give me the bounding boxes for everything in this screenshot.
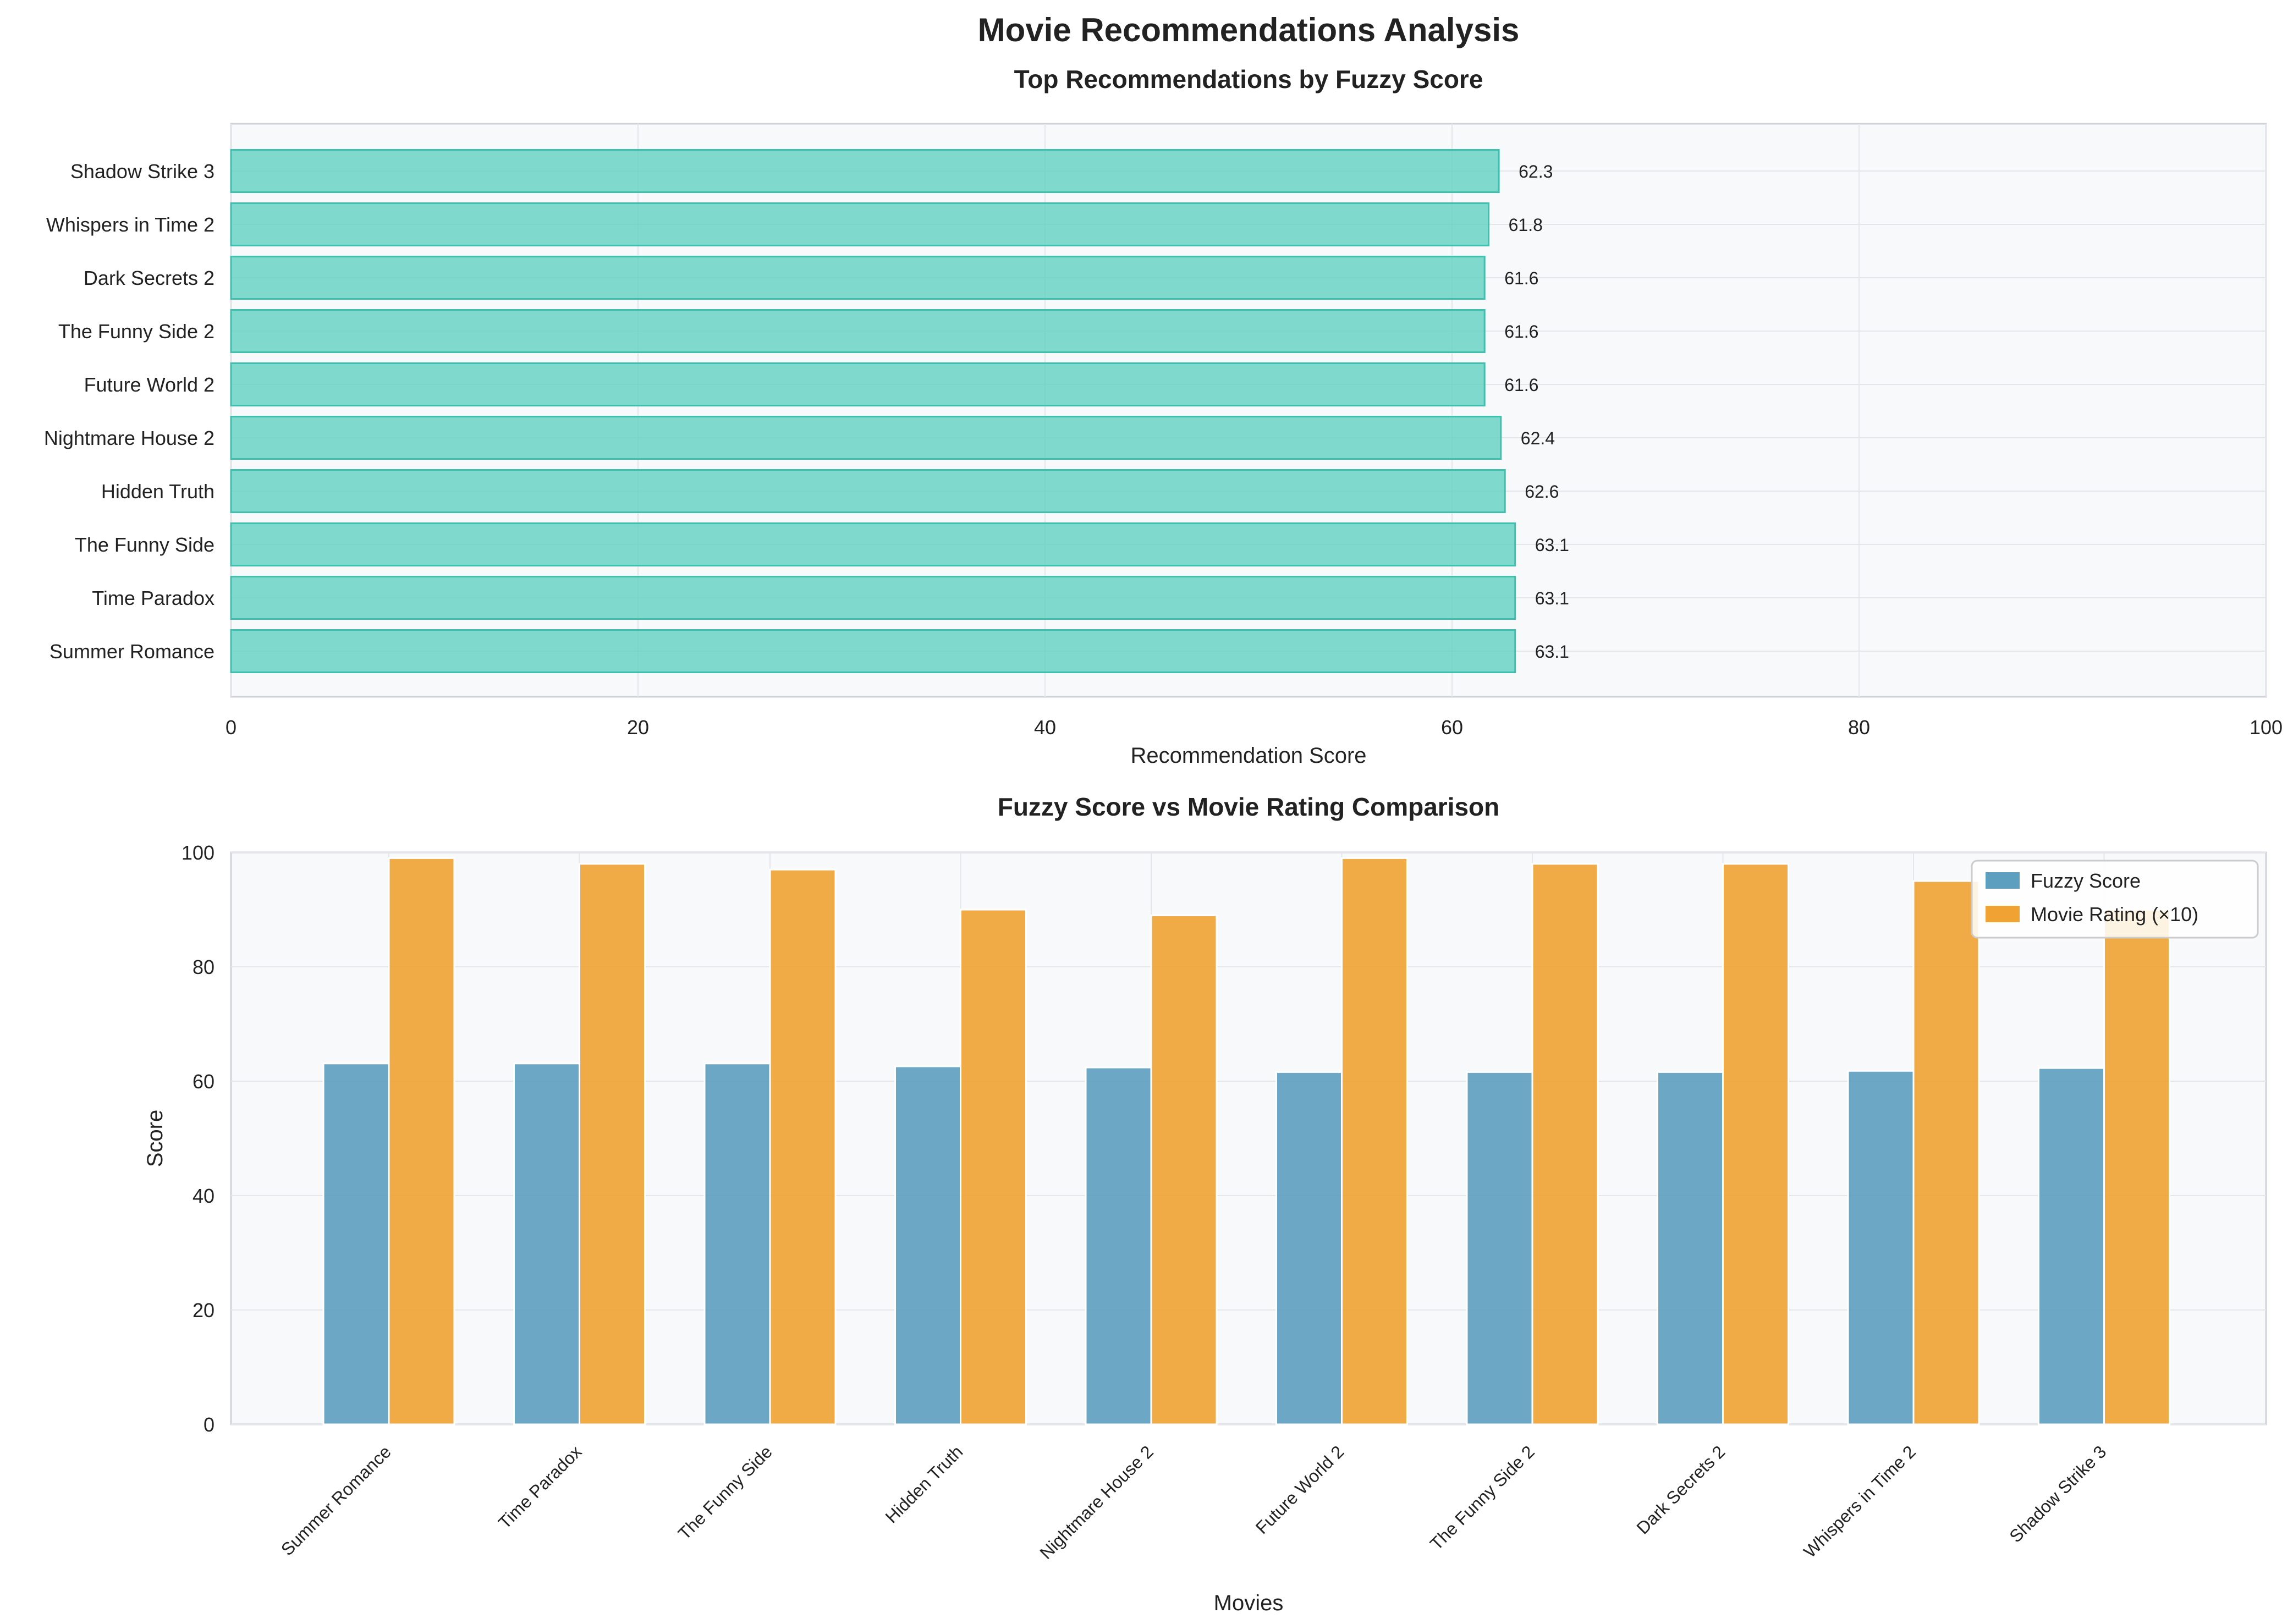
bar-summer-romance (230, 629, 1516, 673)
bar-fuzzy-score-shadow-strike-3 (2038, 1067, 2105, 1425)
x-tick-label-80: 80 (1848, 716, 1870, 739)
y-tick-label-hidden-truth: Hidden Truth (101, 480, 215, 503)
bar-the-funny-side (230, 522, 1516, 566)
bar-shadow-strike-3 (230, 149, 1500, 193)
value-label-future-world-2: 61.6 (1504, 375, 1538, 395)
bar-fuzzy-score-hidden-truth (894, 1065, 961, 1425)
legend-swatch-fuzzy-score (1986, 872, 2020, 889)
score-vs-rating-chart: Fuzzy Score vs Movie Rating Comparison 0… (143, 792, 2267, 1615)
chart2-title: Fuzzy Score vs Movie Rating Comparison (998, 792, 1500, 821)
x-tick-label-hidden-truth: Hidden Truth (881, 1441, 966, 1527)
y-tick-label-the-funny-side-2: The Funny Side 2 (58, 320, 215, 343)
chart2-y-axis-label: Score (143, 1110, 167, 1168)
x-tick-label-40: 40 (1034, 716, 1056, 739)
bar-fuzzy-score-the-funny-side (703, 1063, 771, 1425)
x-tick-label-summer-romance: Summer Romance (277, 1441, 395, 1559)
bar-movie-rating-10-the-funny-side-2 (1531, 863, 1599, 1425)
chart1-bars (230, 149, 1516, 673)
bar-the-funny-side-2 (230, 309, 1486, 353)
y-tick-label-nightmare-house-2: Nightmare House 2 (44, 427, 215, 449)
bar-time-paradox (230, 576, 1516, 620)
y-tick-label-future-world-2: Future World 2 (84, 373, 215, 396)
bar-movie-rating-10-shadow-strike-3 (2103, 909, 2170, 1425)
x-tick-label-nightmare-house-2: Nightmare House 2 (1036, 1441, 1157, 1562)
legend-label-movie-rating: Movie Rating (×10) (2031, 903, 2198, 926)
chart1-y-tick-labels: Shadow Strike 3 Whispers in Time 2 Dark Se… (44, 160, 215, 663)
y-tick-label-dark-secrets-2: Dark Secrets 2 (84, 267, 215, 289)
bar-movie-rating-10-nightmare-house-2 (1150, 914, 1218, 1425)
x-tick-label-60: 60 (1441, 716, 1463, 739)
value-label-whispers-in-time-2: 61.8 (1509, 215, 1543, 235)
bar-movie-rating-10-the-funny-side (769, 868, 837, 1425)
legend-swatch-movie-rating (1986, 906, 2020, 922)
bar-hidden-truth (230, 469, 1506, 513)
bar-fuzzy-score-future-world-2 (1275, 1071, 1343, 1425)
bar-fuzzy-score-nightmare-house-2 (1085, 1066, 1152, 1425)
bar-movie-rating-10-hidden-truth (960, 909, 1027, 1425)
bar-fuzzy-score-summer-romance (322, 1063, 390, 1425)
bar-future-world-2 (230, 362, 1486, 406)
bar-fuzzy-score-dark-secrets-2 (1657, 1071, 1724, 1425)
bar-movie-rating-10-summer-romance (388, 857, 455, 1425)
y-tick-label-whispers-in-time-2: Whispers in Time 2 (46, 213, 215, 236)
x-tick-label-the-funny-side: The Funny Side (674, 1441, 776, 1543)
x-tick-label-time-paradox: Time Paradox (494, 1441, 585, 1532)
chart1-x-axis-label: Recommendation Score (1130, 744, 1366, 768)
value-label-the-funny-side-2: 61.6 (1504, 322, 1538, 342)
y-tick-label-time-paradox: Time Paradox (92, 587, 215, 609)
chart2-x-axis-label: Movies (1214, 1591, 1284, 1615)
bar-dark-secrets-2 (230, 256, 1486, 300)
bar-movie-rating-10-whispers-in-time-2 (1912, 880, 1980, 1425)
bar-fuzzy-score-time-paradox (513, 1063, 580, 1425)
value-label-hidden-truth: 62.6 (1525, 482, 1559, 502)
chart1-title: Top Recommendations by Fuzzy Score (1014, 65, 1483, 93)
y-tick-label-0: 0 (204, 1413, 215, 1436)
bar-fuzzy-score-whispers-in-time-2 (1847, 1070, 1915, 1425)
x-tick-label-whispers-in-time-2: Whispers in Time 2 (1800, 1441, 1920, 1561)
bar-movie-rating-10-future-world-2 (1341, 857, 1408, 1425)
figure-title: Movie Recommendations Analysis (978, 12, 1520, 48)
value-label-time-paradox: 63.1 (1535, 588, 1569, 608)
bar-movie-rating-10-dark-secrets-2 (1722, 863, 1789, 1425)
x-tick-label-future-world-2: Future World 2 (1252, 1441, 1348, 1538)
legend-frame (1971, 860, 2259, 939)
value-label-nightmare-house-2: 62.4 (1521, 428, 1555, 448)
x-tick-label-20: 20 (627, 716, 649, 739)
value-label-dark-secrets-2: 61.6 (1504, 268, 1538, 288)
y-tick-label-40: 40 (193, 1185, 215, 1207)
y-tick-label-20: 20 (193, 1299, 215, 1322)
x-tick-label-0: 0 (226, 716, 237, 739)
bar-whispers-in-time-2 (230, 202, 1490, 246)
x-tick-label-shadow-strike-3: Shadow Strike 3 (2005, 1441, 2110, 1546)
chart2-bars (322, 857, 2170, 1425)
chart1-value-labels: 62.3 61.8 61.6 61.6 61.6 62.4 62.6 63.1 63.1 63.1 (1504, 162, 1569, 662)
bar-movie-rating-10-time-paradox (579, 863, 646, 1425)
top-recommendations-chart: Top Recommendations by Fuzzy Score Shado… (44, 65, 2283, 768)
x-tick-label-the-funny-side-2: The Funny Side 2 (1426, 1441, 1538, 1554)
bar-nightmare-house-2 (230, 416, 1502, 460)
legend-label-fuzzy-score: Fuzzy Score (2031, 869, 2141, 892)
x-tick-label-dark-secrets-2: Dark Secrets 2 (1632, 1441, 1729, 1538)
value-label-summer-romance: 63.1 (1535, 642, 1569, 662)
chart2-x-tick-labels: Summer Romance Time Paradox The Funny Side… (277, 1441, 2110, 1562)
y-tick-label-60: 60 (193, 1070, 215, 1093)
y-tick-label-the-funny-side: The Funny Side (75, 533, 215, 556)
y-tick-label-summer-romance: Summer Romance (50, 640, 215, 663)
value-label-the-funny-side: 63.1 (1535, 535, 1569, 555)
y-tick-label-shadow-strike-3: Shadow Strike 3 (70, 160, 215, 183)
chart2-legend: Fuzzy Score Movie Rating (×10) (1971, 860, 2259, 939)
chart1-x-tick-labels: 0 20 40 60 80 100 (226, 716, 2283, 739)
y-tick-label-80: 80 (193, 956, 215, 978)
value-label-shadow-strike-3: 62.3 (1519, 162, 1553, 181)
chart2-y-tick-labels: 0 20 40 60 80 100 (182, 841, 215, 1436)
y-tick-label-100: 100 (182, 841, 215, 864)
x-tick-label-100: 100 (2250, 716, 2283, 739)
bar-fuzzy-score-the-funny-side-2 (1466, 1071, 1533, 1425)
